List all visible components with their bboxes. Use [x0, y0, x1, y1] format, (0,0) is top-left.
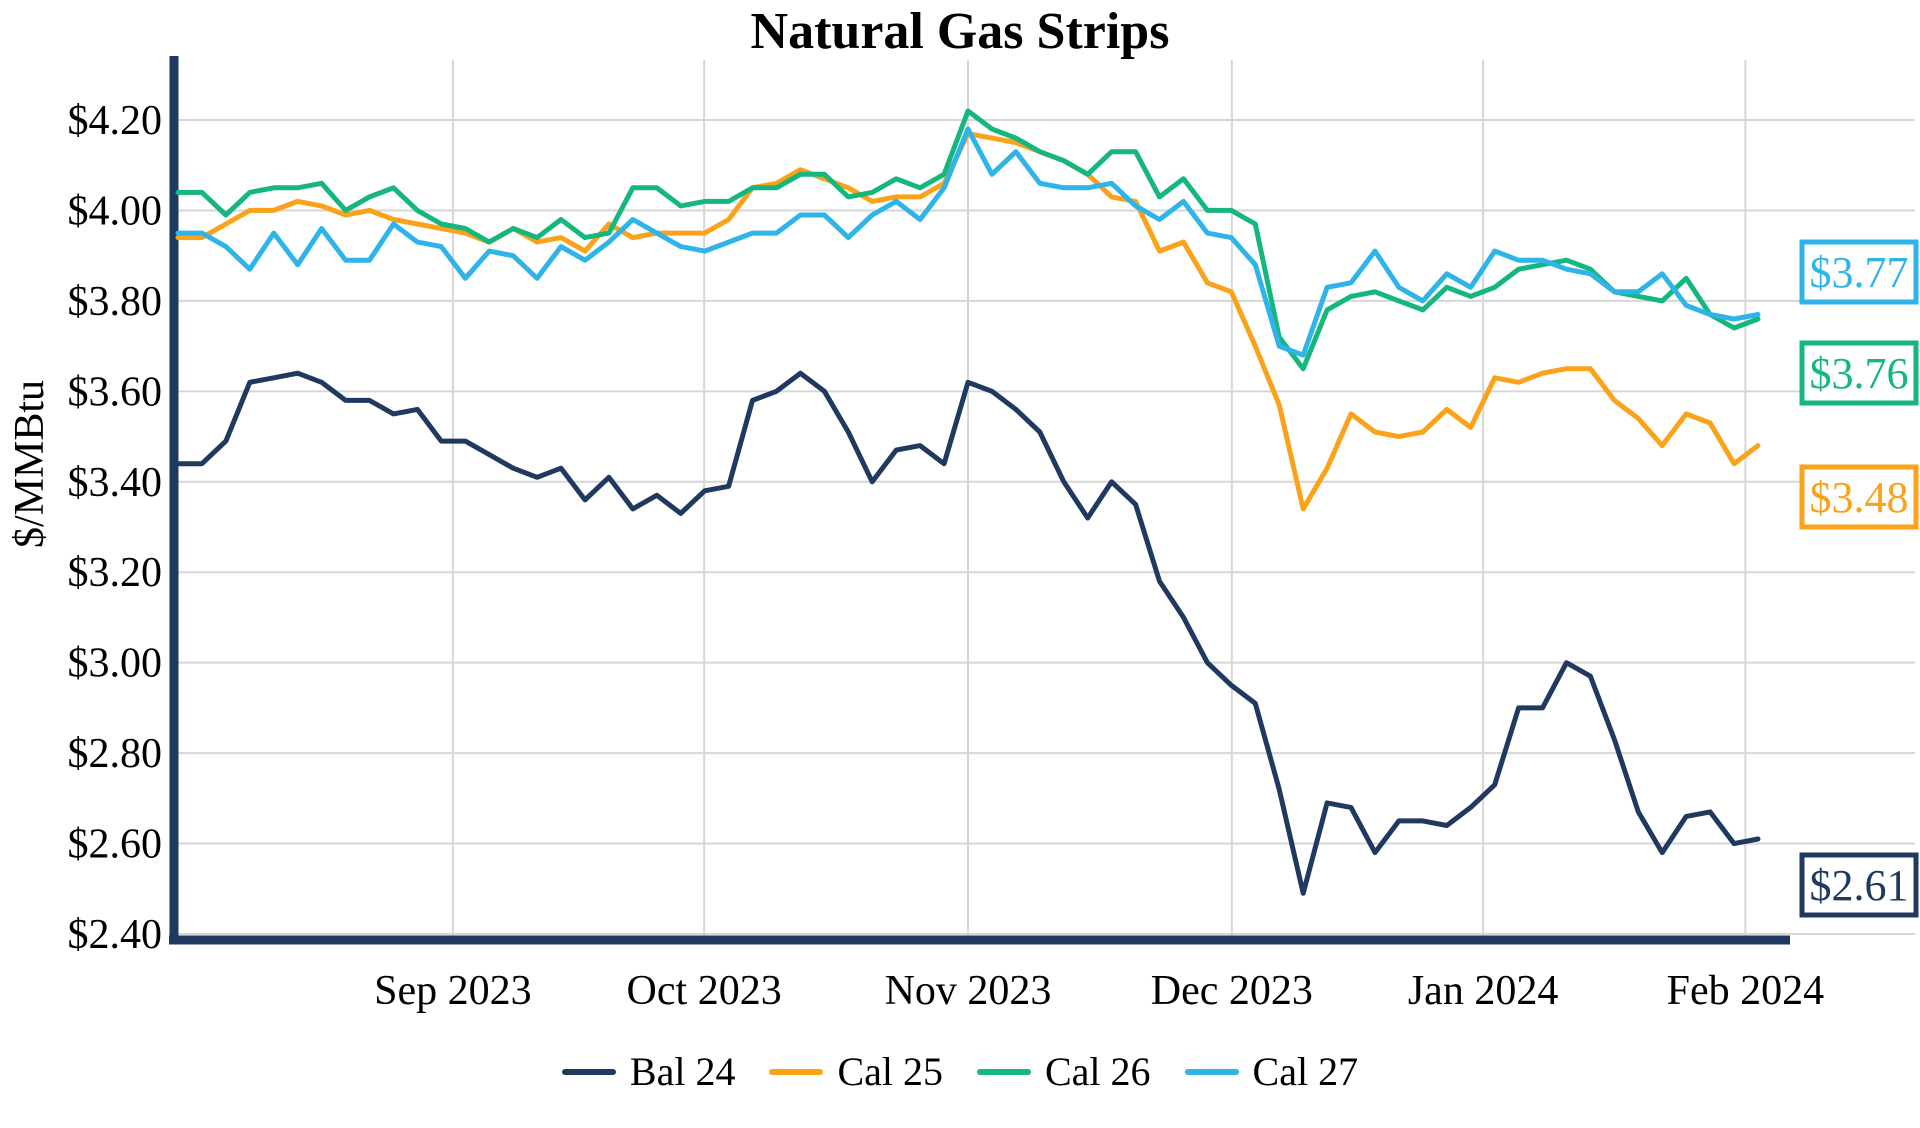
end-label-box-cal-27	[1799, 239, 1919, 305]
y-tick-label: $3.00	[68, 641, 163, 687]
end-label-box-bal-24	[1799, 852, 1919, 918]
y-tick-label: $2.60	[68, 822, 163, 868]
y-tick-label: $4.20	[68, 98, 163, 144]
x-tick-label: Oct 2023	[627, 968, 782, 1014]
end-label-box-cal-25	[1799, 464, 1919, 530]
series-line-cal-26	[175, 108, 1761, 372]
y-tick-label: $2.80	[68, 731, 163, 777]
end-label-box-cal-26	[1799, 340, 1919, 406]
legend-swatch-bal-24	[561, 1068, 616, 1075]
legend-label-cal-25: Cal 25	[837, 1049, 943, 1094]
y-tick-label: $3.80	[68, 279, 163, 325]
end-label-text-cal-25: $3.48	[1810, 473, 1909, 522]
series-line-cal-27	[175, 126, 1761, 358]
legend-swatch-cal-25	[769, 1068, 824, 1075]
chart-title: Natural Gas Strips	[750, 3, 1170, 60]
legend-label-bal-24: Bal 24	[629, 1049, 736, 1094]
end-label-text-bal-24: $2.61	[1810, 861, 1909, 910]
y-tick-label: $3.20	[68, 550, 163, 596]
legend-label-cal-27: Cal 27	[1252, 1049, 1359, 1094]
x-tick-label: Dec 2023	[1151, 968, 1313, 1014]
end-label-text-cal-26: $3.76	[1810, 349, 1909, 398]
legend-item-bal-24: Bal 24	[561, 1048, 736, 1095]
x-tick-label: Jan 2024	[1408, 968, 1559, 1014]
legend-item-cal-25: Cal 25	[769, 1048, 943, 1095]
x-tick-label: Nov 2023	[885, 968, 1052, 1014]
legend-swatch-cal-26	[977, 1068, 1031, 1075]
series-line-bal-24	[175, 370, 1761, 896]
y-tick-label: $3.40	[68, 460, 163, 506]
x-tick-label: Sep 2023	[374, 968, 532, 1014]
x-tick-label: Feb 2024	[1667, 968, 1825, 1014]
legend-label-cal-26: Cal 26	[1045, 1049, 1151, 1094]
legend-swatch-cal-27	[1184, 1068, 1239, 1075]
legend-item-cal-26: Cal 26	[977, 1048, 1151, 1095]
end-label-text-cal-27: $3.77	[1810, 248, 1909, 297]
y-tick-label: $2.40	[68, 912, 163, 958]
y-tick-label: $4.00	[68, 188, 163, 234]
y-tick-label: $3.60	[68, 369, 163, 415]
legend-item-cal-27: Cal 27	[1184, 1048, 1359, 1095]
legend: Bal 24 Cal 25 Cal 26 Cal 27	[0, 1048, 1920, 1095]
